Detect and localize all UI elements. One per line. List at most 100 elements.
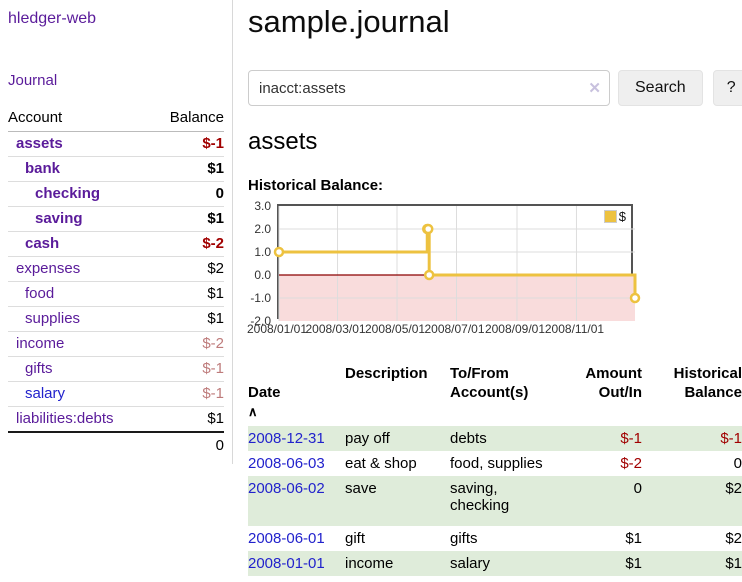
account-row-gifts: gifts $-1 bbox=[8, 357, 224, 382]
balance-chart: 3.0 2.0 1.0 0.0 -1.0 -2.0 $ bbox=[248, 199, 641, 328]
register-row: 2008-01-01 income salary $1 $1 bbox=[248, 551, 742, 576]
search-input[interactable] bbox=[248, 70, 610, 106]
chart-title: Historical Balance: bbox=[248, 177, 384, 194]
transaction-balance: $2 bbox=[725, 480, 742, 497]
clear-search-icon[interactable]: ✕ bbox=[588, 80, 601, 97]
account-balance: $-1 bbox=[202, 135, 224, 152]
account-balance: $-1 bbox=[202, 385, 224, 402]
account-balance: $2 bbox=[207, 260, 224, 277]
data-point-marker[interactable] bbox=[422, 223, 434, 235]
app-title-link[interactable]: hledger-web bbox=[8, 10, 97, 27]
y-axis-tick-label: 3.0 bbox=[254, 199, 271, 213]
transaction-amount: $-2 bbox=[620, 455, 642, 472]
transaction-accounts: salary bbox=[450, 555, 491, 572]
transaction-amount: $-1 bbox=[620, 430, 642, 447]
register-row: 2008-06-02 save saving, checking 0 $2 bbox=[248, 476, 742, 526]
balance-chart-area: $ bbox=[273, 204, 641, 321]
legend-swatch bbox=[603, 210, 617, 223]
transaction-balance: $1 bbox=[725, 555, 742, 572]
data-point-marker[interactable] bbox=[273, 246, 285, 258]
register-header-description: Description bbox=[345, 365, 428, 382]
register-row: 2008-06-01 gift gifts $1 $2 bbox=[248, 526, 742, 551]
account-row-salary: salary $-1 bbox=[8, 382, 224, 407]
transaction-description: income bbox=[345, 555, 394, 572]
y-axis-tick-label: 2.0 bbox=[254, 222, 271, 236]
account-link[interactable]: gifts bbox=[25, 360, 53, 377]
transaction-accounts: debts bbox=[450, 430, 487, 447]
y-axis-labels: 3.0 2.0 1.0 0.0 -1.0 -2.0 bbox=[248, 199, 273, 328]
transaction-date-link[interactable]: 2008-06-03 bbox=[248, 455, 325, 472]
x-axis-tick-label: 2008/05/01 bbox=[364, 322, 426, 336]
y-axis-tick-label: -1.0 bbox=[250, 291, 271, 305]
account-row-checking: checking 0 bbox=[8, 182, 224, 207]
x-axis-tick-label: 2008/09/01 bbox=[484, 322, 545, 336]
transaction-date-link[interactable]: 2008-01-01 bbox=[248, 555, 325, 572]
transaction-description: save bbox=[345, 480, 377, 497]
register-row: 2008-06-03 eat & shop food, supplies $-2… bbox=[248, 451, 742, 476]
account-link[interactable]: income bbox=[16, 335, 65, 352]
data-point-marker[interactable] bbox=[629, 292, 641, 304]
transaction-date-link[interactable]: 2008-06-02 bbox=[248, 480, 325, 497]
account-balance: $1 bbox=[207, 285, 224, 302]
account-balance: $1 bbox=[207, 210, 224, 227]
y-axis-tick-label: 0.0 bbox=[254, 268, 271, 282]
sidebar-nav: Journal bbox=[8, 72, 224, 89]
transaction-balance: $-1 bbox=[720, 430, 742, 447]
transaction-date-link[interactable]: 2008-06-01 bbox=[248, 530, 325, 547]
account-balance: $-1 bbox=[202, 360, 224, 377]
search-button[interactable]: Search bbox=[618, 70, 703, 106]
account-heading: assets bbox=[248, 128, 318, 155]
x-axis-tick-label: 2008/11/01 bbox=[544, 322, 605, 336]
account-link[interactable]: saving bbox=[35, 210, 83, 227]
transaction-accounts: gifts bbox=[450, 530, 478, 547]
account-balance: $1 bbox=[207, 160, 224, 177]
account-link[interactable]: checking bbox=[35, 185, 101, 202]
y-axis-tick-label: -2.0 bbox=[250, 314, 271, 328]
transaction-balance: 0 bbox=[733, 455, 742, 472]
help-button[interactable]: ? bbox=[712, 70, 742, 106]
data-point-marker[interactable] bbox=[423, 269, 435, 281]
account-column-header: Account bbox=[8, 109, 63, 126]
account-row-supplies: supplies $1 bbox=[8, 307, 224, 332]
x-axis-tick-label: 2008/03/01 bbox=[305, 322, 366, 336]
transaction-description: gift bbox=[345, 530, 366, 547]
account-link[interactable]: liabilities:debts bbox=[16, 410, 114, 427]
balance-column-header: Balance bbox=[169, 109, 224, 126]
account-balance: $-2 bbox=[202, 235, 224, 252]
transaction-balance: $2 bbox=[725, 530, 742, 547]
chart-legend: $ bbox=[601, 208, 628, 225]
account-link[interactable]: bank bbox=[25, 160, 61, 177]
account-balance: $-2 bbox=[202, 335, 224, 352]
account-link[interactable]: supplies bbox=[25, 310, 81, 327]
sort-ascending-icon: ∧ bbox=[248, 404, 258, 419]
transaction-accounts: food, supplies bbox=[450, 455, 543, 472]
account-row-cash: cash $-2 bbox=[8, 232, 224, 257]
account-link[interactable]: salary bbox=[25, 385, 66, 402]
register-header-date[interactable]: Date ∧ bbox=[248, 364, 345, 421]
x-axis-tick-label: 2008/07/01 bbox=[424, 322, 485, 336]
account-row-liabilities-debts: liabilities:debts $1 bbox=[8, 407, 224, 431]
transaction-date-link[interactable]: 2008-12-31 bbox=[248, 430, 325, 447]
account-row-expenses: expenses $2 bbox=[8, 257, 224, 282]
account-link[interactable]: cash bbox=[25, 235, 60, 252]
account-row-bank: bank $1 bbox=[8, 157, 224, 182]
transaction-amount: 0 bbox=[633, 480, 642, 497]
account-row-assets: assets $-1 bbox=[8, 132, 224, 157]
transaction-accounts: saving, checking bbox=[450, 480, 510, 514]
account-link[interactable]: assets bbox=[16, 135, 63, 152]
register-header-balance: Historical Balance bbox=[673, 365, 742, 401]
account-link[interactable]: food bbox=[25, 285, 55, 302]
x-axis-labels: 2008/01/01 2008/03/01 2008/05/01 2008/07/01… bbox=[247, 319, 633, 337]
sidebar-item-journal[interactable]: Journal bbox=[8, 72, 58, 89]
accounts-table-header: Account Balance bbox=[8, 106, 224, 132]
register-header-row: Date ∧ Description To/From Account(s) Am… bbox=[248, 361, 742, 426]
transaction-description: eat & shop bbox=[345, 455, 417, 472]
account-link[interactable]: expenses bbox=[16, 260, 81, 277]
account-row-food: food $1 bbox=[8, 282, 224, 307]
sidebar: hledger-web Journal Account Balance asse… bbox=[0, 0, 233, 464]
balance-chart-plot bbox=[273, 206, 641, 321]
y-axis-tick-label: 1.0 bbox=[254, 245, 271, 259]
app-title: hledger-web bbox=[8, 10, 224, 28]
search-box: ✕ bbox=[248, 70, 610, 106]
